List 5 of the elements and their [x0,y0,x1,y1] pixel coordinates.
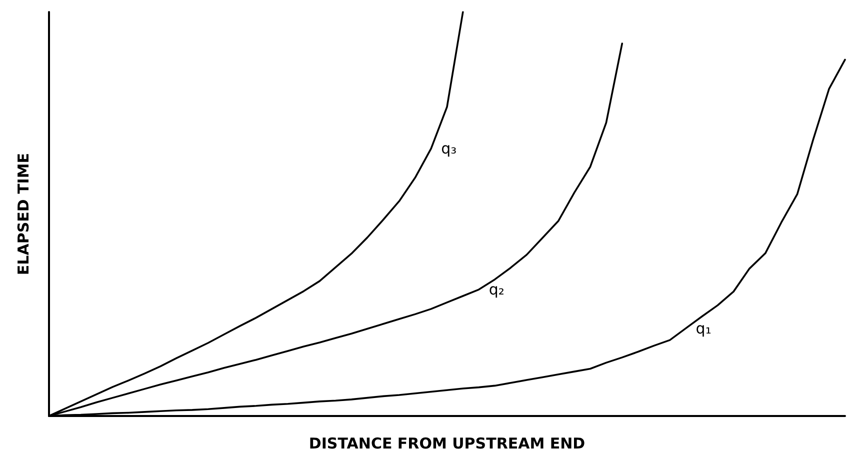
y-axis-title: ELAPSED TIME [14,152,32,276]
series-label: q₃ [441,140,457,158]
x-axis-title: DISTANCE FROM UPSTREAM END [308,434,586,452]
series-label: q₂ [488,280,504,299]
series-label: q₁ [696,319,712,338]
